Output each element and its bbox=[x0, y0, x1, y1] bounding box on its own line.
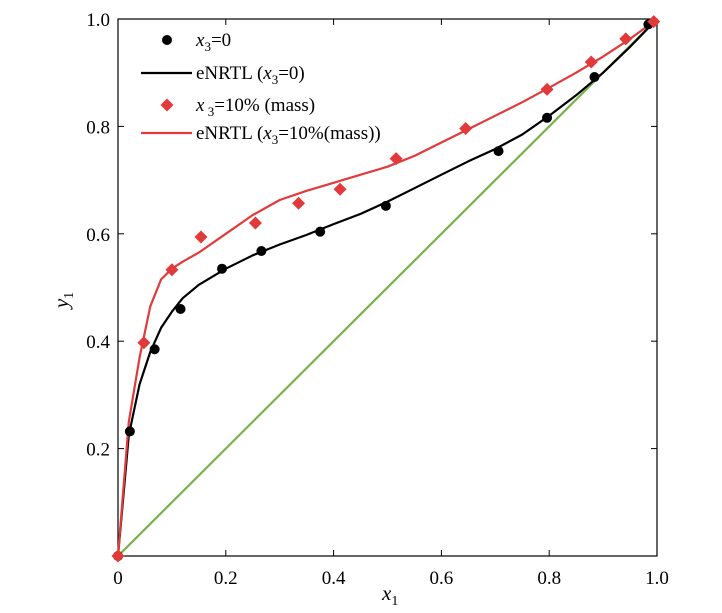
y-tick-label: 0.4 bbox=[86, 332, 110, 353]
legend-diamond-swatch bbox=[160, 98, 174, 112]
series-line-4 bbox=[117, 18, 658, 557]
data-point-circle bbox=[542, 112, 553, 123]
data-point-circle bbox=[493, 146, 504, 157]
data-point-diamond bbox=[619, 32, 633, 46]
legend-label: eNRTL (x3=0) bbox=[196, 63, 305, 87]
y-tick-label: 0.8 bbox=[86, 117, 110, 138]
y-tick-label: 1.0 bbox=[86, 10, 110, 31]
data-point-diamond bbox=[137, 336, 151, 350]
data-point-diamond bbox=[194, 230, 208, 244]
svg-text:y1: y1 bbox=[49, 292, 77, 310]
data-point-circle bbox=[315, 226, 326, 237]
data-point-circle bbox=[217, 263, 228, 274]
legend-label: eNRTL (x3=10%(mass)) bbox=[196, 123, 381, 147]
data-point-diamond bbox=[111, 549, 125, 563]
x-tick-label: 0.6 bbox=[430, 568, 454, 589]
legend-label: x3=0 bbox=[195, 30, 231, 54]
data-point-diamond bbox=[292, 196, 306, 210]
y-axis-title: y1 bbox=[49, 292, 77, 310]
y-tick-label: 0.6 bbox=[86, 225, 110, 246]
legend: x3=0 eNRTL (x3=0) x 3=10% (mass) eNRTL (x3=… bbox=[141, 30, 381, 147]
x-tick-label: 1.0 bbox=[645, 568, 669, 589]
data-point-diamond bbox=[333, 182, 347, 196]
y-tick-label: 0.2 bbox=[86, 440, 110, 461]
axis-ticks: 0 0.2 0.4 0.6 0.8 1.0 0.2 0.4 0.6 0.8 1.0 bbox=[86, 10, 669, 589]
data-point-diamond bbox=[540, 82, 554, 96]
data-point-diamond bbox=[459, 122, 473, 136]
x-tick-label: 0 bbox=[113, 568, 123, 589]
data-point-diamond bbox=[584, 55, 598, 69]
data-point-circle bbox=[149, 344, 160, 355]
data-point-circle bbox=[256, 245, 267, 256]
x-tick-label: 0.8 bbox=[537, 568, 561, 589]
legend-circle-swatch bbox=[162, 35, 172, 45]
series-layer bbox=[111, 15, 661, 563]
data-point-diamond bbox=[647, 15, 661, 29]
legend-label: x 3=10% (mass) bbox=[195, 95, 315, 119]
data-point-circle bbox=[124, 426, 135, 437]
x-tick-label: 0.2 bbox=[214, 568, 238, 589]
x-axis-title: x1 bbox=[381, 581, 398, 609]
data-point-circle bbox=[589, 71, 600, 82]
data-point-circle bbox=[175, 303, 186, 314]
data-point-diamond bbox=[389, 152, 403, 166]
plot-frame bbox=[117, 18, 658, 557]
data-point-circle bbox=[380, 200, 391, 211]
data-point-diamond bbox=[248, 216, 262, 230]
x-tick-label: 0.4 bbox=[322, 568, 346, 589]
data-point-diamond bbox=[165, 263, 179, 277]
